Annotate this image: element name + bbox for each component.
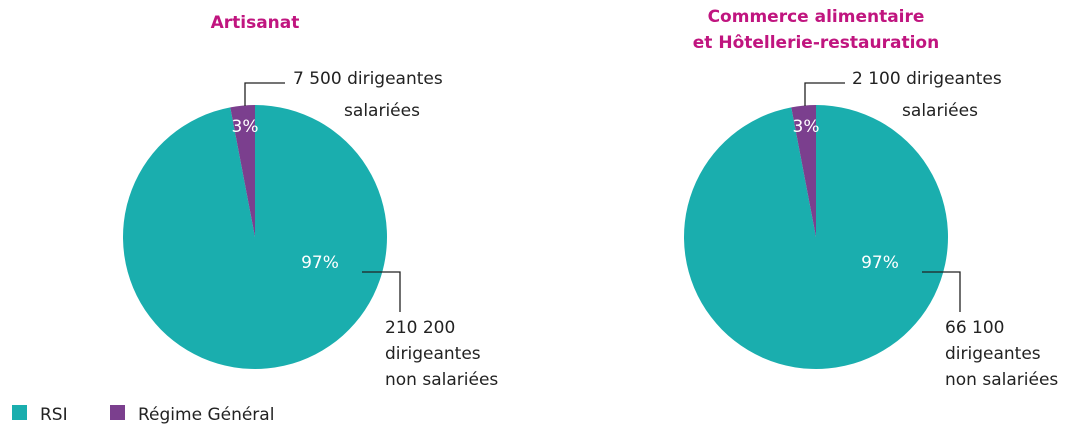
annotation: dirigeantes: [385, 344, 481, 364]
annotation: 7 500 dirigeantes: [293, 69, 443, 89]
annotation: 2 100 dirigeantes: [852, 69, 1002, 89]
leader-line: [922, 271, 961, 312]
leader-line: [244, 82, 285, 106]
pie-slice: [123, 105, 388, 369]
annotation: non salariées: [945, 370, 1058, 390]
pie-slice: [791, 105, 816, 237]
value-label: 97%: [301, 253, 339, 273]
annotation: salariées: [344, 101, 420, 121]
annotation: 66 100: [945, 318, 1004, 338]
value-label: 3%: [793, 117, 820, 137]
chart-title: Commerce alimentaire: [708, 7, 925, 27]
pie-slice: [230, 105, 255, 237]
leader-line: [804, 82, 845, 106]
value-label: 97%: [861, 253, 899, 273]
legend-label: RSI: [40, 405, 68, 425]
pie-slice: [684, 105, 949, 369]
chart-title: et Hôtellerie-restauration: [693, 33, 939, 53]
annotation: 210 200: [385, 318, 455, 338]
legend-label: Régime Général: [138, 405, 274, 425]
annotation: non salariées: [385, 370, 498, 390]
chart-title: Artisanat: [211, 13, 300, 33]
value-label: 3%: [232, 117, 259, 137]
annotation: salariées: [902, 101, 978, 121]
legend-swatch: [12, 405, 27, 420]
leader-line: [362, 271, 401, 312]
legend-swatch: [110, 405, 125, 420]
annotation: dirigeantes: [945, 344, 1041, 364]
